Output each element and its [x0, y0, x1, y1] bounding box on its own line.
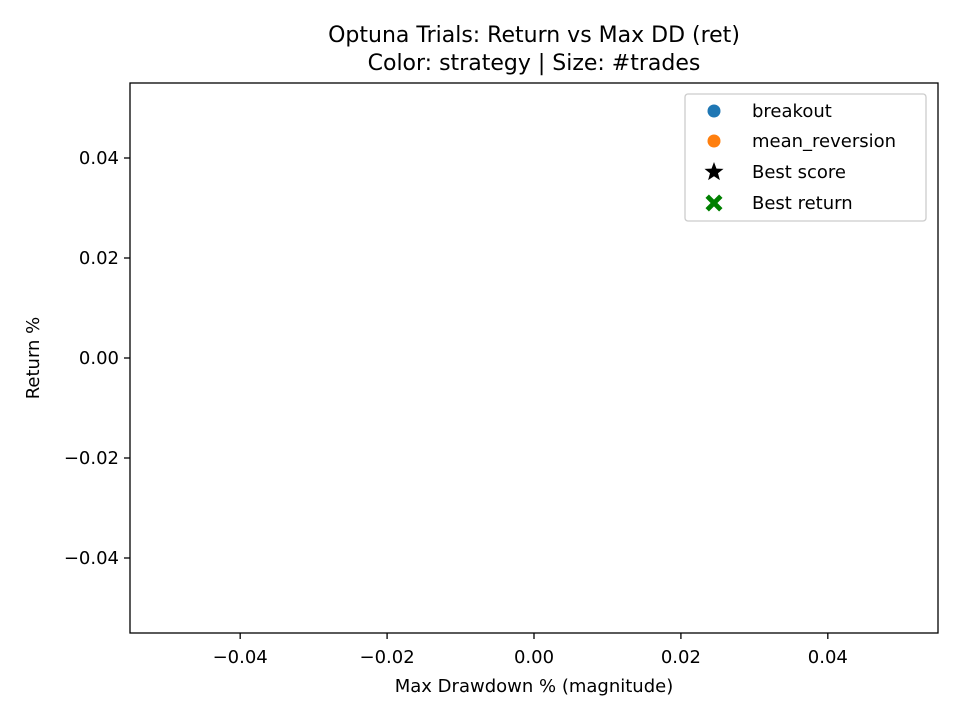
- legend-marker: [707, 134, 721, 148]
- legend-frame: [684, 93, 927, 222]
- legend: breakout mean_reversion Best score Best ret…: [684, 93, 927, 222]
- x-axis: −0.04 −0.02 0.00 0.02 0.04: [213, 633, 848, 668]
- chart-subtitle: Color: strategy | Size: #trades: [368, 51, 701, 76]
- legend-marker: [707, 104, 721, 118]
- y-tick-label: 0.00: [79, 348, 119, 369]
- chart-title: Optuna Trials: Return vs Max DD (ret): [328, 23, 740, 48]
- x-tick-label: 0.00: [514, 647, 554, 668]
- legend-marker: [704, 162, 724, 181]
- legend-marker: [705, 194, 723, 212]
- legend-label: Best return: [752, 193, 853, 214]
- y-tick-label: −0.02: [64, 448, 119, 469]
- x-tick-label: −0.02: [360, 647, 415, 668]
- x-axis-label: Max Drawdown % (magnitude): [395, 676, 673, 697]
- x-tick-label: 0.02: [661, 647, 701, 668]
- x-tick-label: 0.04: [808, 647, 848, 668]
- legend-label: mean_reversion: [752, 131, 896, 152]
- legend-label: Best score: [752, 162, 846, 183]
- y-tick-label: 0.02: [79, 248, 119, 269]
- y-tick-label: 0.04: [79, 148, 119, 169]
- y-tick-label: −0.04: [64, 548, 119, 569]
- x-tick-label: −0.04: [213, 647, 268, 668]
- y-axis-label: Return %: [23, 317, 44, 400]
- legend-label: breakout: [752, 101, 832, 122]
- y-axis: −0.04 −0.02 0.00 0.02 0.04: [64, 148, 130, 569]
